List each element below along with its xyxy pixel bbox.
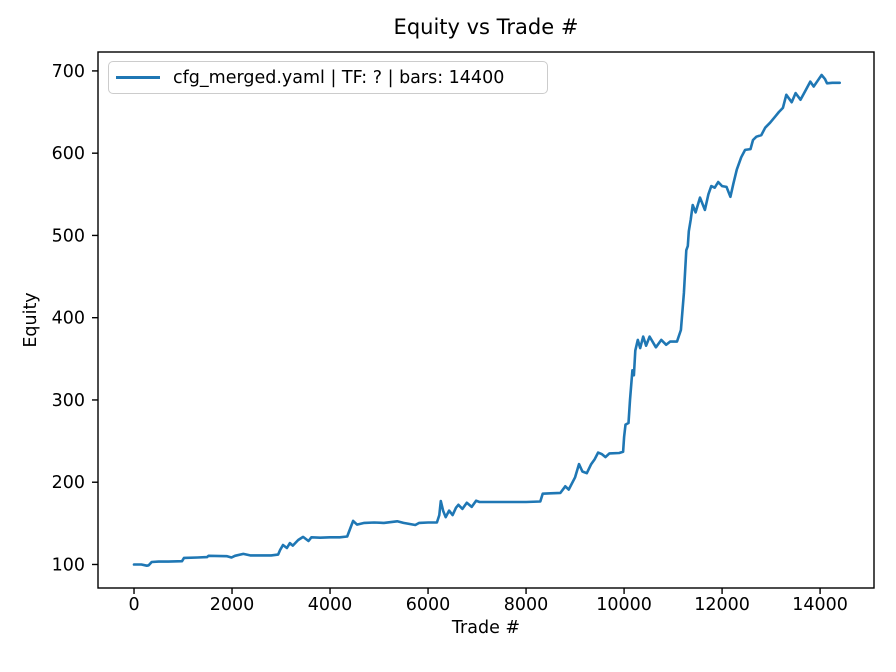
x-tick-label: 6000 bbox=[406, 595, 451, 615]
x-tick-label: 4000 bbox=[308, 595, 353, 615]
equity-line bbox=[132, 73, 842, 568]
x-tick-label: 12000 bbox=[694, 595, 750, 615]
y-tick-label: 200 bbox=[52, 473, 85, 493]
legend: cfg_merged.yaml | TF: ? | bars: 14400 bbox=[108, 61, 548, 94]
x-tick-label: 0 bbox=[128, 595, 139, 615]
y-tick-label: 700 bbox=[52, 62, 85, 82]
x-axis-label: Trade # bbox=[451, 618, 521, 638]
legend-line-sample bbox=[116, 76, 160, 79]
legend-label: cfg_merged.yaml | TF: ? | bars: 14400 bbox=[173, 67, 505, 88]
y-tick-label: 400 bbox=[52, 309, 85, 329]
x-tick-label: 14000 bbox=[792, 595, 848, 615]
y-axis-label: Equity bbox=[21, 292, 41, 348]
x-tick-label: 8000 bbox=[504, 595, 549, 615]
chart-title: Equity vs Trade # bbox=[393, 15, 579, 39]
y-tick-label: 600 bbox=[52, 144, 85, 164]
x-tick-label: 2000 bbox=[210, 595, 255, 615]
y-tick-label: 300 bbox=[52, 391, 85, 411]
y-tick-label: 500 bbox=[52, 226, 85, 246]
y-tick-label: 100 bbox=[52, 555, 85, 575]
axes-spines bbox=[97, 51, 875, 589]
x-tick-label: 10000 bbox=[596, 595, 652, 615]
